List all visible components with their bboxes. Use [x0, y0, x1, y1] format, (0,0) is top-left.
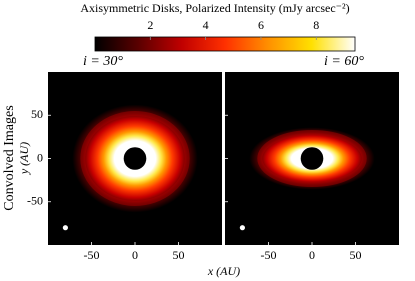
colorbar-tick-label: 8 [313, 18, 319, 32]
beam [62, 225, 68, 231]
y-tick-label: -50 [27, 194, 43, 208]
chart-title: Axisymmetric Disks, Polarized Intensity … [80, 1, 349, 15]
colorbar [94, 36, 356, 52]
coronagraph-mask [300, 147, 324, 170]
y-tick-label: 0 [37, 150, 43, 164]
colorbar-tick-label: 4 [203, 18, 209, 32]
x-tick-label: -50 [261, 248, 277, 262]
x-tick-label: 0 [132, 248, 138, 262]
disk-outer-ring [257, 130, 367, 187]
colorbar-tick-label: 2 [147, 18, 153, 32]
y-axis-label: y (AU) [17, 142, 31, 175]
x-tick-label: 50 [173, 248, 185, 262]
colorbar-tick-label: 6 [258, 18, 264, 32]
row-label: Convolved Images [2, 105, 17, 210]
coronagraph-mask [123, 147, 147, 170]
beam [239, 225, 245, 231]
panel-label: i = 60° [324, 54, 364, 69]
x-tick-label: -50 [84, 248, 100, 262]
panel-label: i = 30° [83, 54, 123, 69]
disk-outer-ring [80, 111, 190, 206]
y-tick-label: 50 [31, 107, 43, 121]
x-tick-label: 50 [350, 248, 362, 262]
x-axis-label: x (AU) [207, 264, 240, 278]
x-tick-label: 0 [309, 248, 315, 262]
